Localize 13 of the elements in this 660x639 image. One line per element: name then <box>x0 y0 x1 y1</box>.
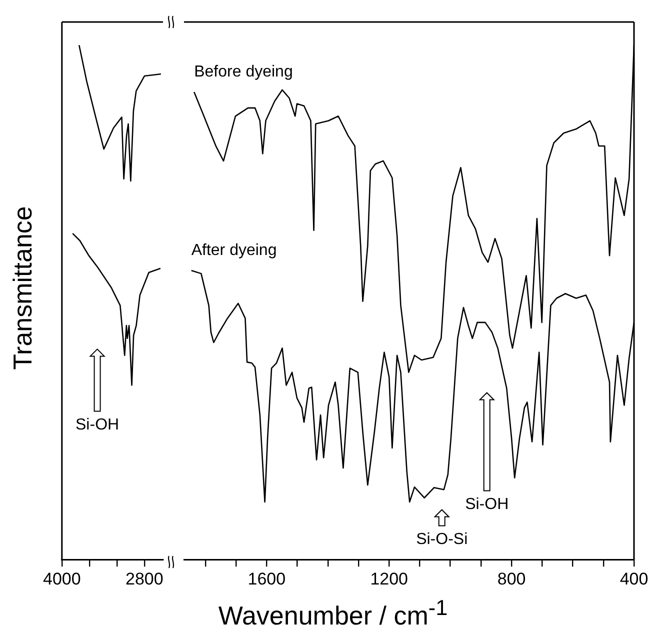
x-axis-title: Wavenumber / cm$^{-1}$ <box>217 595 449 632</box>
x-tick-label: 800 <box>497 569 526 588</box>
x-tick-label: 1200 <box>370 569 408 588</box>
annotation: Si-OH <box>465 496 509 514</box>
y-axis-title: Transmittance <box>8 206 38 370</box>
series-label: After dyeing <box>191 242 277 259</box>
x-tick-label: 4000 <box>42 569 81 588</box>
x-tick-label: 400 <box>620 569 648 588</box>
annotation: Si-O-Si <box>416 531 468 548</box>
x-tick-label: 2800 <box>126 569 164 588</box>
x-tick-label: 1600 <box>248 569 286 588</box>
annotation: Si-OH <box>76 416 120 434</box>
series-label: Before dyeing <box>194 63 293 80</box>
